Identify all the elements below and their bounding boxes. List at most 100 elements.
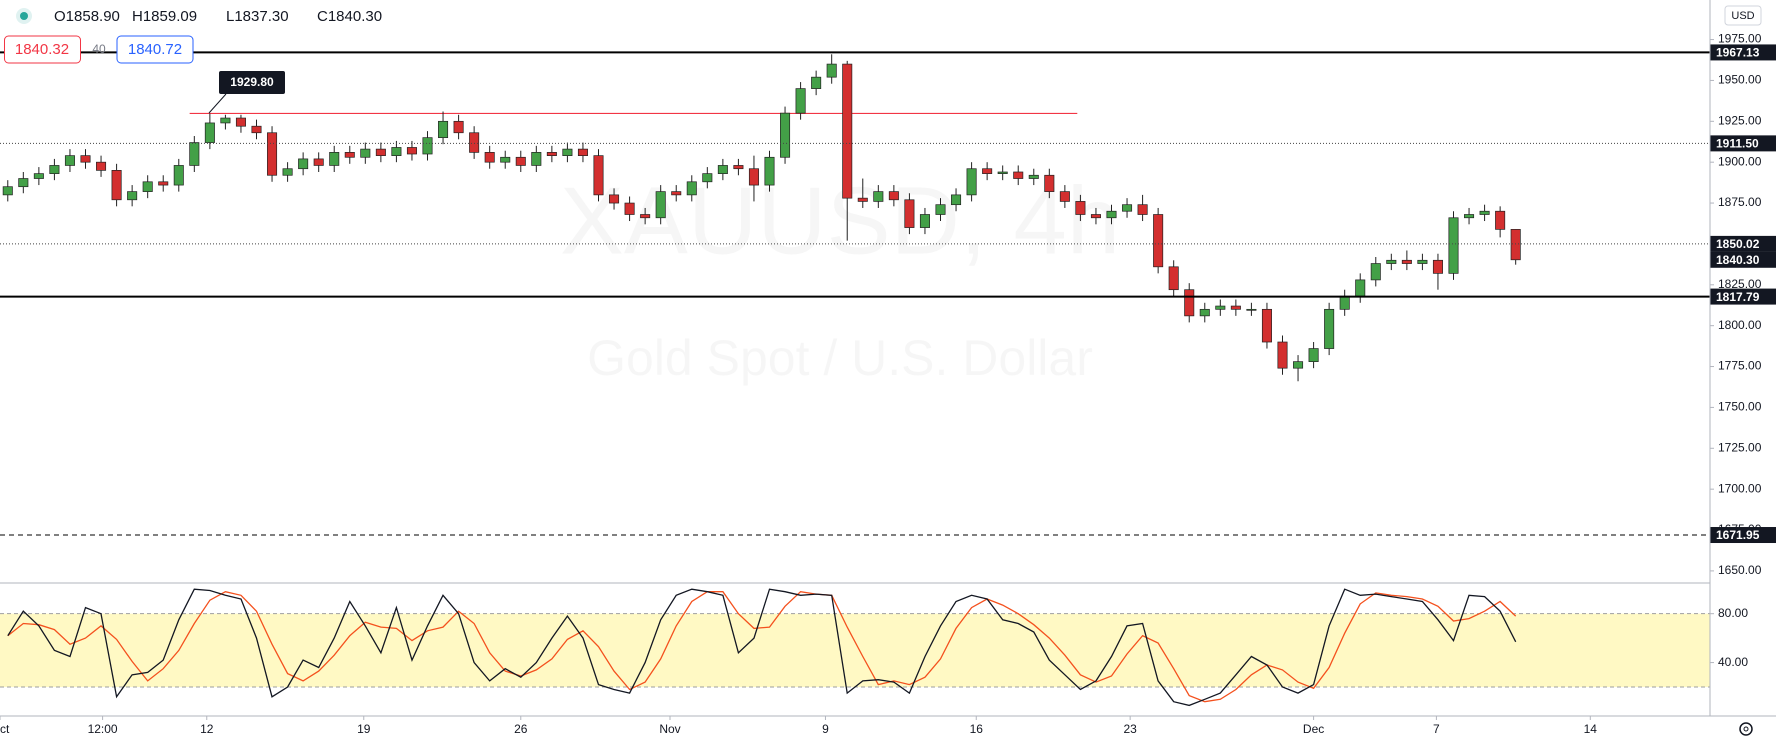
watermark-title: XAUUSD, 4h [560, 167, 1120, 274]
level-label: 1911.50 [1716, 137, 1759, 151]
candle-body [609, 194, 620, 204]
candle-body [1059, 191, 1070, 202]
sell-button[interactable] [4, 35, 81, 64]
candle-body [204, 122, 215, 143]
candle-body [795, 88, 806, 114]
y-tick-label: 1700.00 [1718, 481, 1762, 495]
candle-body [546, 152, 557, 156]
candle-body [1137, 204, 1148, 215]
candle-body [500, 156, 511, 163]
candle-body [1044, 174, 1055, 192]
candle-body [997, 171, 1008, 174]
x-tick-label: 12:00 [88, 722, 118, 736]
x-tick-label: Dec [1303, 722, 1324, 736]
candle-body [1401, 259, 1412, 264]
candle-body [1432, 259, 1443, 274]
candle-body [1355, 279, 1366, 297]
y-tick-label: 1925.00 [1718, 113, 1762, 127]
candle-body [469, 132, 480, 153]
candle-body [1013, 171, 1024, 179]
bid-price: 1840.32 [15, 41, 69, 58]
callout-pointer [208, 93, 227, 114]
candle-body [64, 155, 75, 166]
level-box [1710, 288, 1776, 305]
candle-body [158, 181, 169, 186]
x-tick-label: Nov [659, 722, 680, 736]
spread: 40 [92, 42, 106, 56]
candle-body [1277, 341, 1288, 369]
candle-body [531, 152, 542, 166]
candle-body [1308, 348, 1319, 362]
candle-body [888, 191, 899, 201]
y-tick-label: 1750.00 [1718, 400, 1762, 414]
candle-body [857, 197, 868, 202]
gear-hub[interactable] [1743, 726, 1749, 732]
candle-body [360, 148, 371, 158]
buy-button[interactable] [116, 35, 194, 64]
y-tick-label: 1650.00 [1718, 563, 1762, 577]
candle-body [329, 152, 340, 166]
gear[interactable] [1739, 722, 1753, 736]
candle-body [1370, 263, 1381, 281]
candle-body [1215, 305, 1226, 310]
last-price-label: 1840.30 [1716, 253, 1760, 267]
last-price-box [1710, 251, 1776, 268]
oscillator-line [7, 591, 1517, 703]
candle-body [1324, 308, 1335, 349]
candle-body [1448, 217, 1459, 274]
candle-body [1417, 259, 1428, 264]
candle-body [935, 204, 946, 215]
currency-button[interactable] [1724, 5, 1762, 26]
candle-body [1199, 308, 1210, 317]
candle-body [1230, 305, 1241, 310]
candle-body [562, 148, 573, 156]
settings-icon[interactable] [1739, 722, 1753, 736]
x-tick-label: 26 [514, 722, 528, 736]
candle-body [515, 156, 526, 166]
candle-body [1075, 201, 1086, 215]
y-tick-label: 1875.00 [1718, 195, 1762, 209]
candle-body [1510, 229, 1521, 261]
candle-body [282, 168, 293, 176]
candle-body [671, 191, 682, 196]
candle-body [686, 181, 697, 196]
currency: USD [1731, 10, 1754, 22]
status-dot[interactable] [20, 12, 28, 20]
candle-body [142, 181, 153, 192]
ask-price: 1840.72 [128, 41, 182, 58]
candle-body [593, 155, 604, 196]
candle-body [80, 155, 91, 163]
oscillator-line [7, 588, 1517, 707]
candle-body [842, 63, 853, 199]
candle-body [438, 120, 449, 139]
candle-body [826, 63, 837, 78]
candle-body [1122, 204, 1133, 212]
level-label: 1850.02 [1716, 237, 1760, 251]
x-tick-label: Oct [0, 722, 10, 736]
ohlc-low: L1837.30 [226, 8, 289, 25]
candle-body [251, 125, 262, 134]
candle-body [267, 132, 278, 176]
candle-body [1386, 259, 1397, 264]
candle-body [1261, 308, 1272, 343]
marks: 1650.001675.001700.001725.001750.001775.… [0, 32, 1776, 736]
y-tick-label: 1800.00 [1718, 318, 1762, 332]
y-tick-label: 1725.00 [1718, 440, 1762, 454]
candle-body [375, 148, 386, 156]
x-tick-label: 14 [1584, 722, 1598, 736]
watermark-subtitle: Gold Spot / U.S. Dollar [587, 330, 1093, 386]
candle-body [1090, 214, 1101, 219]
candle-body [624, 202, 635, 215]
candle-body [919, 214, 930, 228]
candle-body [1153, 214, 1164, 268]
x-tick-label: 7 [1433, 722, 1440, 736]
candle-body [1479, 210, 1490, 215]
candle-body [1495, 210, 1506, 230]
candle-body [904, 199, 915, 228]
candle-body [1339, 295, 1350, 310]
candle-body [220, 117, 231, 124]
candle-body [484, 152, 495, 163]
candle-body [1106, 210, 1117, 219]
candle-body [764, 156, 775, 186]
